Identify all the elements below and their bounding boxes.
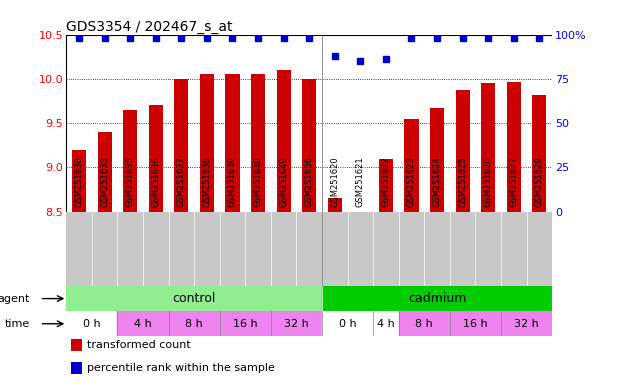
Bar	[117, 311, 168, 336]
Text: 32 h: 32 h	[284, 319, 309, 329]
Text: agent: agent	[0, 294, 30, 304]
Bar	[404, 119, 418, 212]
Bar	[200, 74, 214, 212]
Text: 4 h: 4 h	[377, 319, 395, 329]
Bar	[430, 108, 444, 212]
Bar	[501, 311, 552, 336]
Bar	[71, 339, 82, 351]
Bar	[302, 79, 316, 212]
Bar	[271, 311, 322, 336]
Bar	[72, 150, 86, 212]
Bar	[276, 70, 291, 212]
Text: transformed count: transformed count	[86, 340, 191, 350]
Bar	[399, 311, 450, 336]
Bar	[149, 106, 163, 212]
Bar	[327, 199, 342, 212]
Bar	[66, 286, 322, 311]
Bar	[220, 311, 271, 336]
Bar	[123, 110, 137, 212]
Bar	[322, 286, 552, 311]
Bar	[373, 311, 399, 336]
Bar	[456, 90, 469, 212]
Bar	[168, 311, 220, 336]
Text: percentile rank within the sample: percentile rank within the sample	[86, 362, 274, 372]
Text: control: control	[172, 292, 216, 305]
Text: 8 h: 8 h	[415, 319, 433, 329]
Bar	[450, 311, 501, 336]
Bar	[251, 74, 265, 212]
Text: GDS3354 / 202467_s_at: GDS3354 / 202467_s_at	[66, 20, 233, 33]
Bar	[174, 79, 189, 212]
Bar	[98, 132, 112, 212]
Bar	[533, 95, 546, 212]
Text: 0 h: 0 h	[339, 319, 357, 329]
Text: time: time	[4, 319, 30, 329]
Bar	[322, 311, 373, 336]
Text: 0 h: 0 h	[83, 319, 100, 329]
Text: 32 h: 32 h	[514, 319, 539, 329]
Bar	[507, 81, 521, 212]
Text: 4 h: 4 h	[134, 319, 152, 329]
Bar	[225, 74, 240, 212]
Text: 16 h: 16 h	[233, 319, 257, 329]
Bar	[379, 159, 393, 212]
Bar	[481, 83, 495, 212]
Text: 8 h: 8 h	[186, 319, 203, 329]
Text: 16 h: 16 h	[463, 319, 488, 329]
Bar	[66, 311, 117, 336]
Text: cadmium: cadmium	[408, 292, 466, 305]
Bar	[71, 361, 82, 374]
